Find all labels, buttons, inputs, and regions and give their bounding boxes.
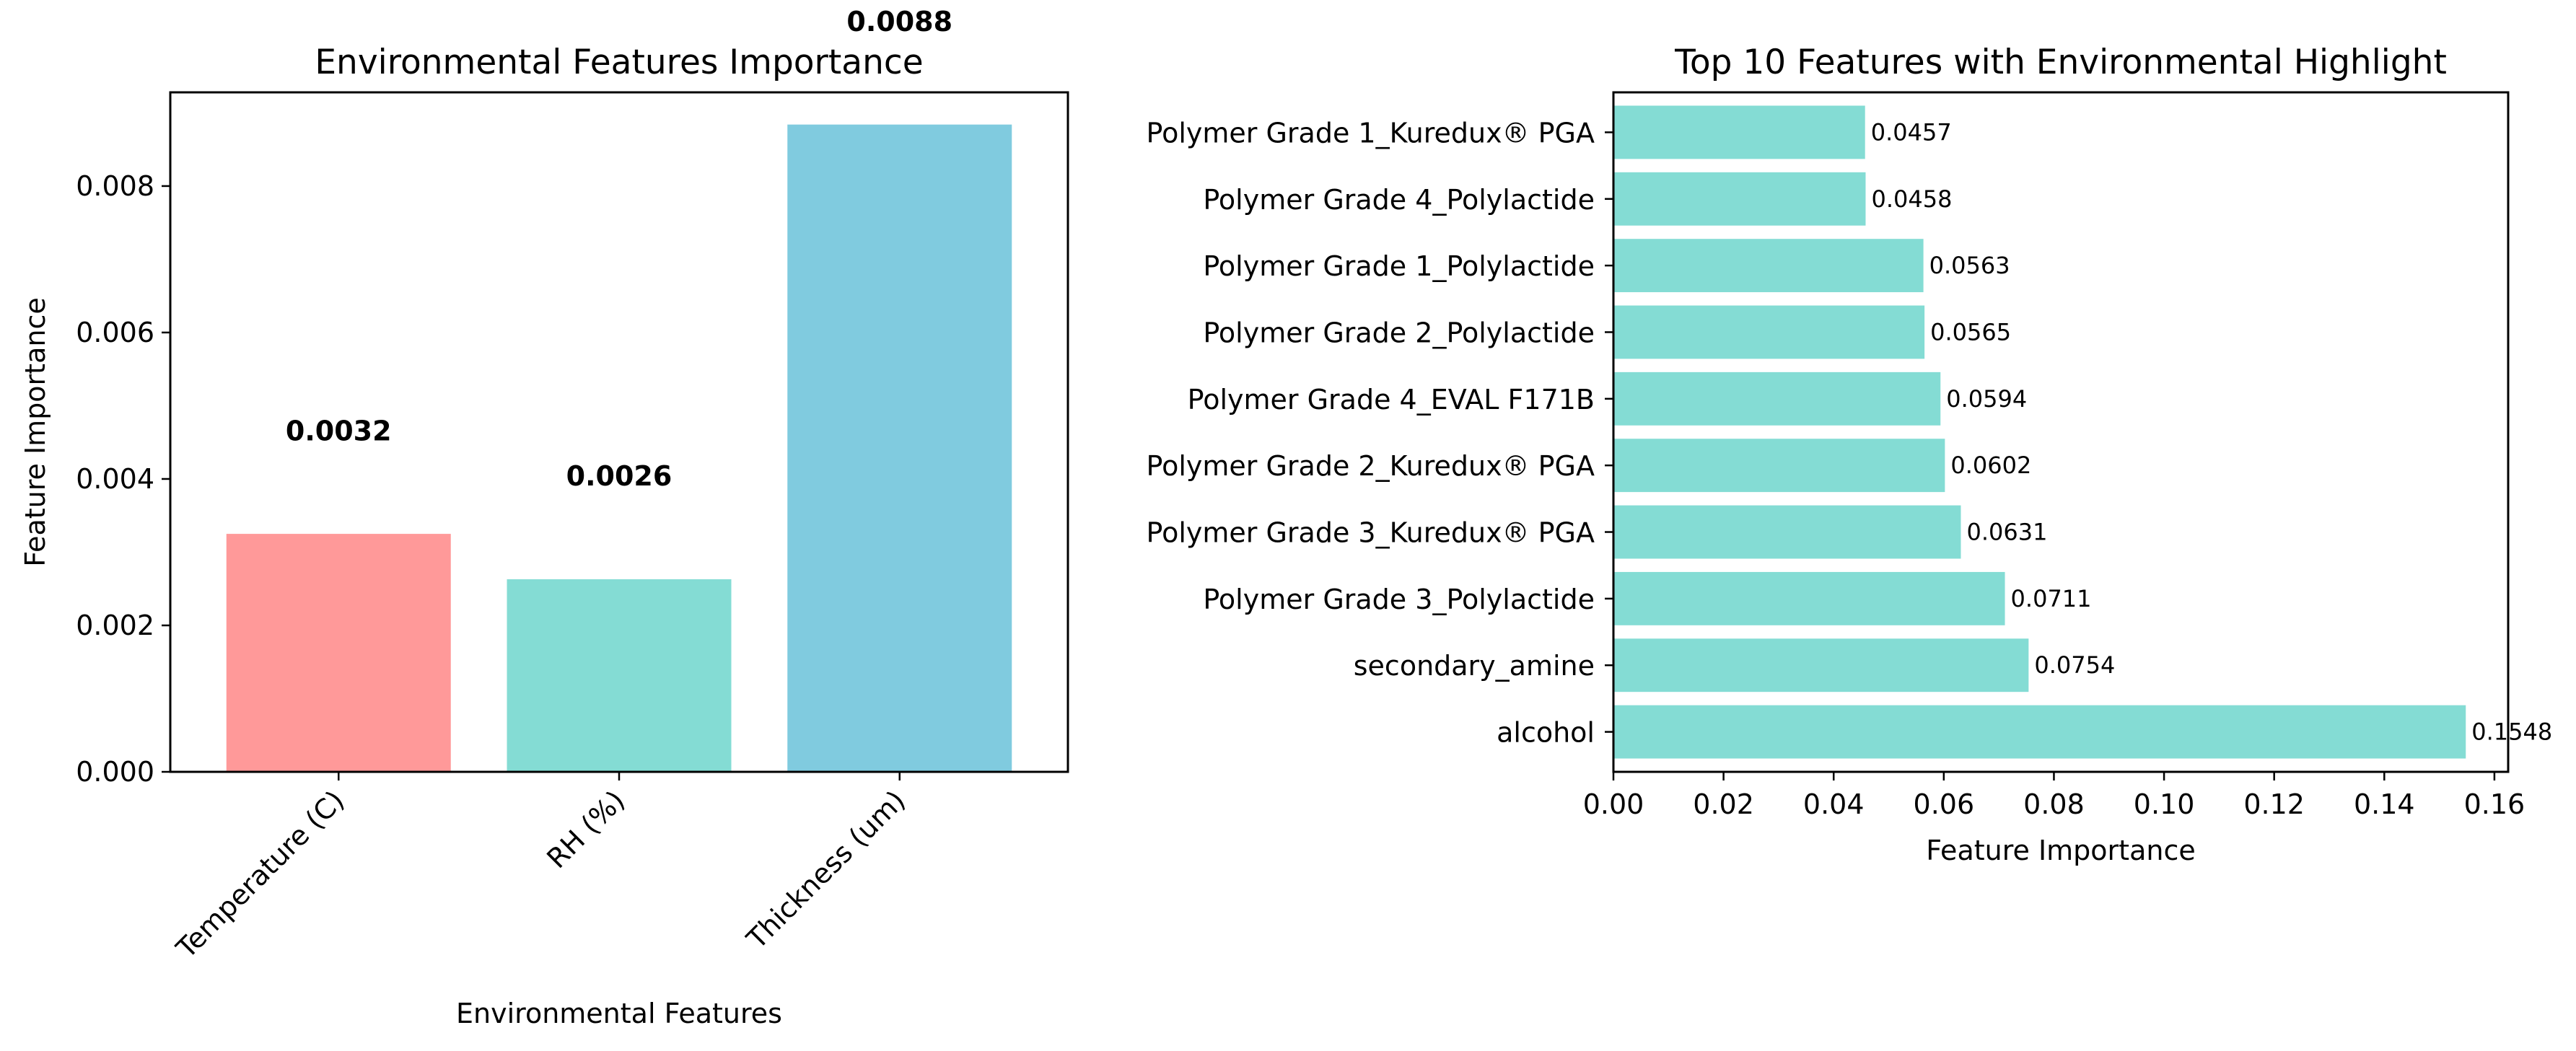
chart2-bar bbox=[1613, 439, 1945, 493]
chart2-value-label: 0.0565 bbox=[1930, 318, 2011, 346]
chart2-bar bbox=[1613, 705, 2466, 759]
chart2-bar bbox=[1613, 239, 1924, 293]
chart2-x-tick-label: 0.14 bbox=[2354, 788, 2415, 820]
chart1-y-tick-label: 0.008 bbox=[76, 170, 154, 202]
chart2-value-label: 0.0631 bbox=[1967, 519, 2048, 546]
chart2-value-label: 0.1548 bbox=[2471, 718, 2552, 746]
chart2-bar bbox=[1613, 305, 1925, 359]
chart2-y-tick-label: Polymer Grade 3_Kuredux® PGA bbox=[1147, 517, 1595, 549]
chart2-bar bbox=[1613, 571, 2005, 625]
chart2-bar bbox=[1613, 505, 1961, 559]
chart2-y-ticks: alcohol secondary_amine Polymer Grade 3_Po… bbox=[1147, 117, 1613, 749]
chart2-value-label: 0.0711 bbox=[2011, 585, 2092, 612]
chart1-x-ticks: Temperature (C) RH (%) Thickness (um) bbox=[170, 772, 911, 965]
chart2-value-label: 0.0457 bbox=[1871, 118, 1952, 146]
chart2-y-tick-label: Polymer Grade 4_EVAL F171B bbox=[1188, 384, 1595, 415]
chart2-y-tick-label: Polymer Grade 2_Kuredux® PGA bbox=[1147, 450, 1595, 482]
chart1-value-label: 0.0026 bbox=[566, 460, 673, 492]
chart2-bar bbox=[1613, 371, 1941, 426]
chart2-value-label: 0.0602 bbox=[1950, 452, 2031, 479]
chart1-y-ticks: 0.000 0.002 0.004 0.006 0.008 bbox=[76, 170, 170, 788]
chart1-x-tick-label: Thickness (um) bbox=[740, 784, 911, 955]
top-features-chart: Top 10 Features with Environmental Highl… bbox=[1147, 43, 2553, 866]
chart1-y-tick-label: 0.006 bbox=[76, 317, 154, 348]
chart2-axes-frame bbox=[1612, 91, 2510, 773]
chart2-y-tick-label: Polymer Grade 3_Polylactide bbox=[1203, 584, 1595, 615]
chart1-bar bbox=[507, 579, 732, 772]
chart2-x-tick-label: 0.04 bbox=[1803, 788, 1865, 820]
chart1-bar bbox=[787, 124, 1012, 772]
chart2-x-tick-label: 0.16 bbox=[2464, 788, 2525, 820]
chart1-bar bbox=[226, 534, 451, 772]
chart2-bar bbox=[1613, 105, 1865, 159]
chart2-x-tick-label: 0.12 bbox=[2243, 788, 2305, 820]
chart2-x-axis-label: Feature Importance bbox=[1926, 835, 2195, 866]
chart2-value-label: 0.0458 bbox=[1871, 185, 1952, 213]
chart1-x-tick-label: Temperature (C) bbox=[170, 784, 350, 964]
chart2-x-tick-label: 0.08 bbox=[2023, 788, 2085, 820]
chart2-title: Top 10 Features with Environmental Highl… bbox=[1674, 43, 2447, 82]
chart1-value-label: 0.0088 bbox=[846, 6, 952, 38]
chart1-axes-frame bbox=[169, 91, 1069, 773]
chart2-y-tick-label: Polymer Grade 1_Kuredux® PGA bbox=[1147, 117, 1595, 149]
chart2-value-label: 0.0563 bbox=[1929, 252, 2010, 279]
chart1-y-tick-label: 0.004 bbox=[76, 463, 154, 495]
chart2-x-ticks: 0.00 0.02 0.04 0.06 0.08 0.10 0.12 0.14 0.16 bbox=[1583, 772, 2525, 820]
environmental-importance-chart: Environmental Features Importance 0.0032… bbox=[19, 6, 1069, 1029]
chart1-value-labels: 0.0032 0.0026 0.0088 bbox=[286, 6, 952, 492]
chart1-value-label: 0.0032 bbox=[286, 415, 392, 447]
chart1-x-axis-label: Environmental Features bbox=[456, 998, 782, 1029]
chart2-y-tick-label: Polymer Grade 1_Polylactide bbox=[1203, 250, 1595, 282]
chart2-x-tick-label: 0.06 bbox=[1914, 788, 1975, 820]
chart1-bars bbox=[226, 124, 1012, 772]
chart2-x-tick-label: 0.02 bbox=[1693, 788, 1754, 820]
chart2-value-labels: 0.1548 0.0754 0.0711 0.0631 0.0602 0.0594 0.05… bbox=[1871, 118, 2552, 745]
chart1-x-tick-label: RH (%) bbox=[540, 784, 631, 874]
chart2-y-tick-label: secondary_amine bbox=[1354, 650, 1595, 682]
chart1-y-tick-label: 0.002 bbox=[76, 610, 154, 641]
chart1-y-axis-label: Feature Importance bbox=[19, 297, 51, 566]
chart1-title: Environmental Features Importance bbox=[315, 43, 923, 82]
chart2-bars bbox=[1613, 105, 2466, 759]
chart2-x-tick-label: 0.00 bbox=[1583, 788, 1644, 820]
chart2-value-label: 0.0594 bbox=[1946, 385, 2027, 413]
chart2-x-tick-label: 0.10 bbox=[2134, 788, 2195, 820]
chart2-bar bbox=[1613, 172, 1866, 226]
chart2-y-tick-label: alcohol bbox=[1497, 717, 1595, 749]
chart2-value-label: 0.0754 bbox=[2034, 651, 2115, 679]
chart2-y-tick-label: Polymer Grade 2_Polylactide bbox=[1203, 317, 1595, 348]
chart2-y-tick-label: Polymer Grade 4_Polylactide bbox=[1203, 184, 1595, 216]
chart2-bar bbox=[1613, 638, 2029, 692]
chart1-y-tick-label: 0.000 bbox=[76, 756, 154, 788]
